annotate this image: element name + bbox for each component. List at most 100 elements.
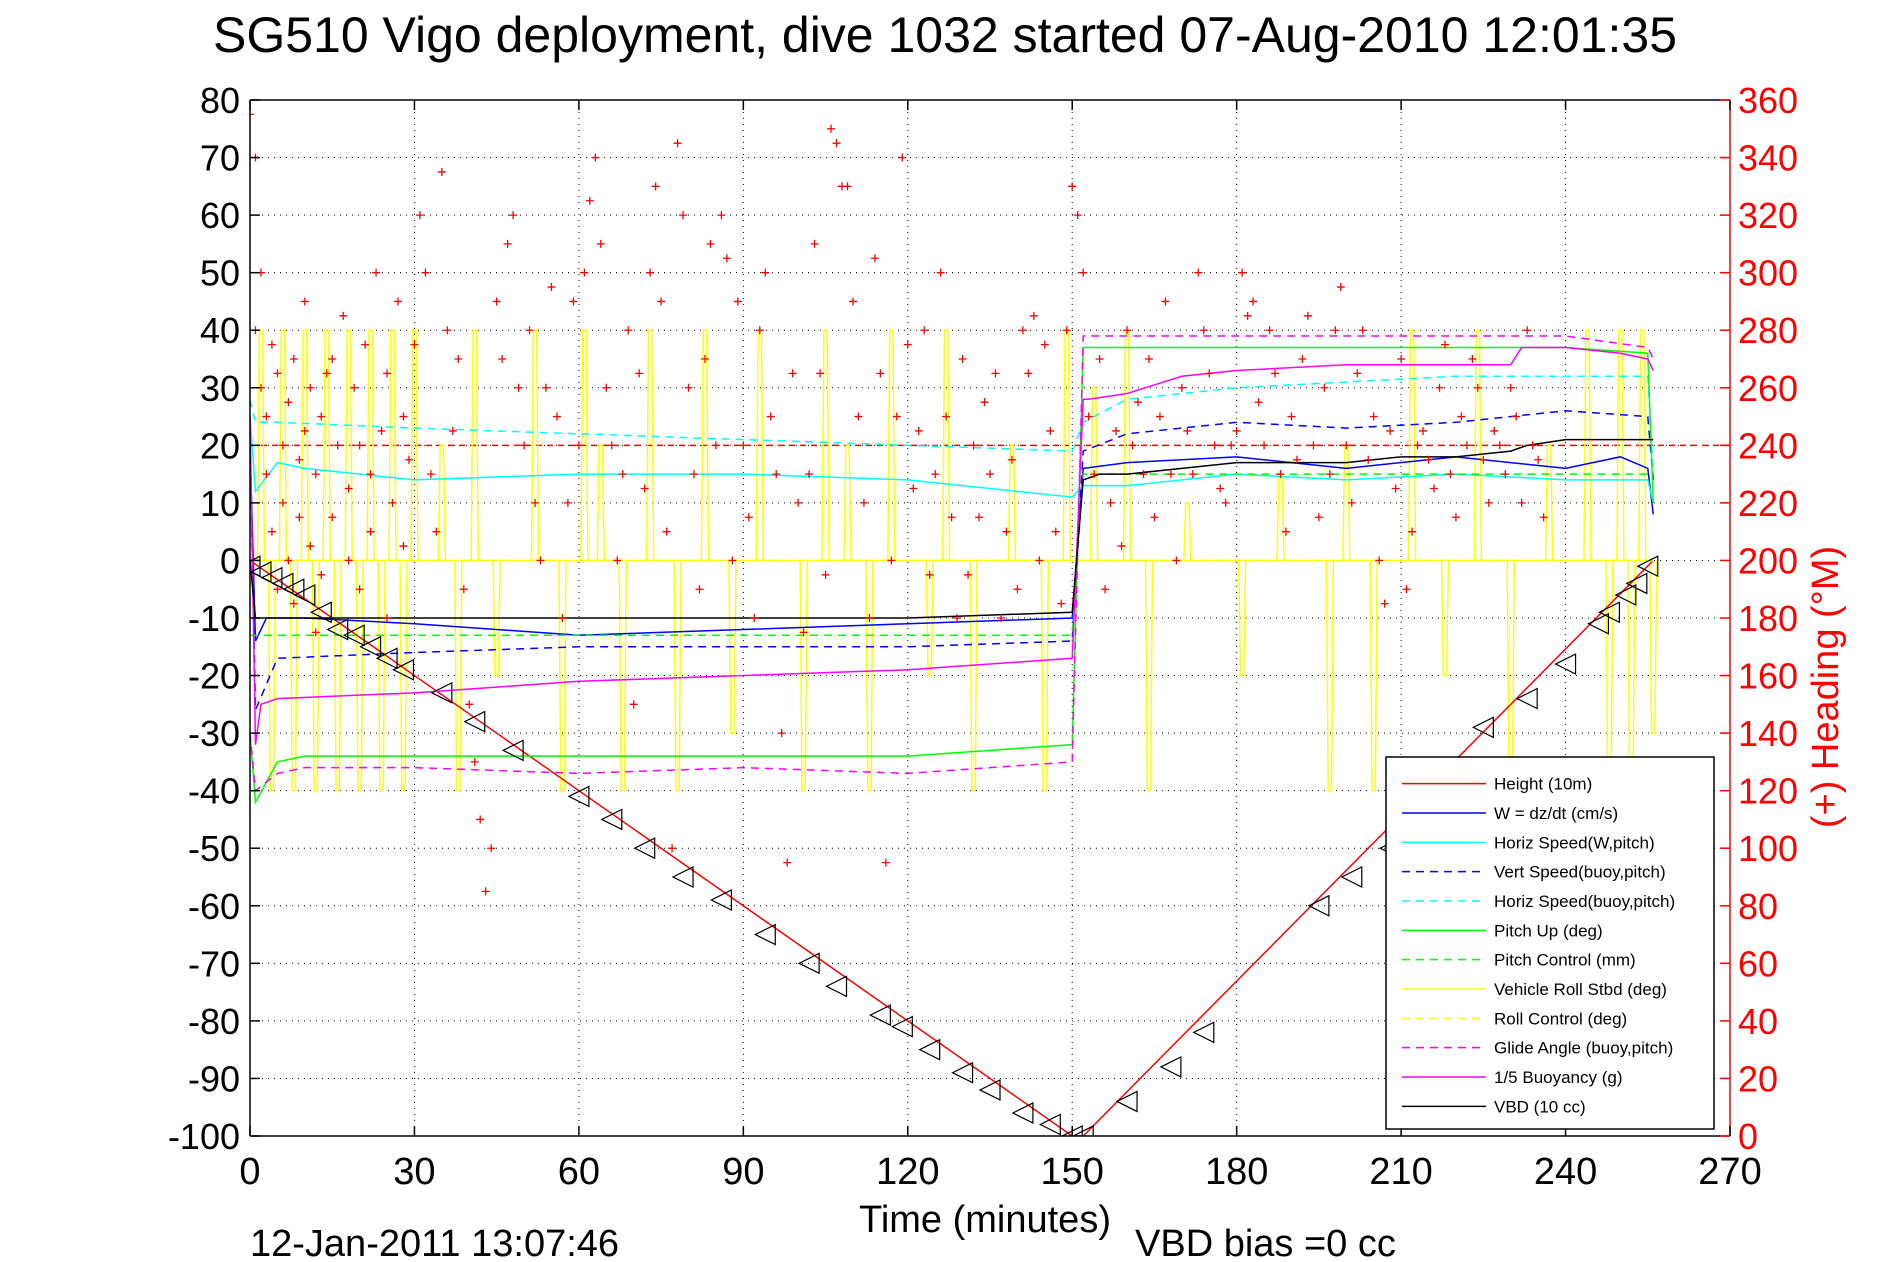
y-tick-label: -20 bbox=[188, 656, 240, 697]
x-tick-label: 210 bbox=[1369, 1151, 1432, 1193]
height-marker bbox=[600, 808, 623, 831]
height-marker bbox=[1192, 1021, 1215, 1044]
y-tick-label: 40 bbox=[200, 310, 240, 351]
y-tick-label: -100 bbox=[168, 1116, 240, 1157]
legend-label-10: 1/5 Buoyancy (g) bbox=[1494, 1068, 1623, 1087]
right-tick-label: 20 bbox=[1738, 1058, 1778, 1099]
series-line-2 bbox=[250, 416, 1654, 504]
y-tick-label: -70 bbox=[188, 943, 240, 984]
height-marker bbox=[1554, 653, 1577, 676]
height-marker bbox=[1515, 687, 1538, 710]
height-marker bbox=[633, 837, 656, 860]
right-tick-label: 120 bbox=[1738, 771, 1798, 812]
height-marker bbox=[1159, 1055, 1182, 1078]
right-tick-label: 360 bbox=[1738, 80, 1798, 121]
x-tick-label: 30 bbox=[393, 1151, 435, 1193]
height-marker bbox=[1598, 601, 1621, 624]
series-line-0 bbox=[250, 559, 1654, 1136]
legend-label-5: Pitch Up (deg) bbox=[1494, 921, 1603, 940]
height-marker bbox=[1587, 612, 1610, 635]
height-marker bbox=[1625, 572, 1648, 595]
height-marker bbox=[250, 560, 272, 583]
right-tick-label: 340 bbox=[1738, 138, 1798, 179]
y-tick-label: -80 bbox=[188, 1001, 240, 1042]
legend-label-1: W = dz/dt (cm/s) bbox=[1494, 804, 1618, 823]
height-marker bbox=[1614, 584, 1637, 606]
legend-label-6: Pitch Control (mm) bbox=[1494, 951, 1636, 970]
legend-label-7: Vehicle Roll Stbd (deg) bbox=[1494, 980, 1667, 999]
height-marker bbox=[359, 635, 382, 658]
vbd-bias-note: VBD bias =0 cc bbox=[1135, 1223, 1396, 1262]
height-marker bbox=[918, 1038, 941, 1061]
height-marker bbox=[1011, 1102, 1034, 1124]
legend-label-11: VBD (10 cc) bbox=[1494, 1097, 1586, 1116]
y-tick-label: -50 bbox=[188, 828, 240, 869]
right-axis-label: (+) Heading (°M) bbox=[1805, 546, 1847, 828]
height-marker bbox=[463, 710, 486, 733]
height-marker bbox=[260, 566, 283, 589]
height-marker bbox=[978, 1078, 1001, 1101]
footer-date: 12-Jan-2011 13:07:46 bbox=[250, 1223, 619, 1262]
legend-label-0: Height (10m) bbox=[1494, 775, 1592, 794]
y-tick-label: 0 bbox=[220, 540, 240, 581]
x-tick-label: 240 bbox=[1534, 1151, 1597, 1193]
y-tick-label: -60 bbox=[188, 886, 240, 927]
right-tick-label: 160 bbox=[1738, 656, 1798, 697]
y-tick-label: 60 bbox=[200, 195, 240, 236]
x-tick-label: 0 bbox=[239, 1151, 260, 1193]
plot-clip-group bbox=[250, 110, 1659, 1136]
y-tick-label: 70 bbox=[200, 138, 240, 179]
series-line-4 bbox=[250, 375, 1655, 475]
plot-area bbox=[250, 110, 1659, 1136]
height-marker bbox=[1471, 716, 1494, 739]
height-marker bbox=[671, 866, 694, 888]
y-tick-label: -40 bbox=[188, 771, 240, 812]
y-tick-label: -90 bbox=[188, 1058, 240, 1099]
height-marker bbox=[1340, 866, 1363, 888]
series-line-11 bbox=[250, 438, 1654, 619]
right-tick-label: 0 bbox=[1738, 1116, 1758, 1157]
height-marker bbox=[326, 618, 349, 641]
x-axis-label: Time (minutes) bbox=[859, 1199, 1111, 1241]
y-tick-label: 10 bbox=[200, 483, 240, 524]
x-tick-label: 270 bbox=[1698, 1151, 1761, 1193]
height-marker bbox=[309, 601, 332, 624]
x-tick-label: 150 bbox=[1041, 1151, 1104, 1193]
legend: Height (10m) W = dz/dt (cm/s) Horiz Speed(… bbox=[1385, 756, 1715, 1130]
x-tick-label: 180 bbox=[1205, 1151, 1268, 1193]
height-marker bbox=[825, 975, 848, 998]
legend-label-4: Horiz Speed(buoy,pitch) bbox=[1494, 892, 1675, 911]
x-tick-label: 120 bbox=[876, 1151, 939, 1193]
right-tick-label: 80 bbox=[1738, 886, 1778, 927]
legend-label-2: Horiz Speed(W,pitch) bbox=[1494, 833, 1655, 852]
y-tick-label: 80 bbox=[200, 80, 240, 121]
right-tick-label: 200 bbox=[1738, 540, 1798, 581]
right-tick-label: 140 bbox=[1738, 713, 1798, 754]
height-marker bbox=[710, 889, 733, 911]
right-tick-label: 40 bbox=[1738, 1001, 1778, 1042]
height-marker bbox=[951, 1061, 974, 1084]
y-tick-label: 30 bbox=[200, 368, 240, 409]
height-marker bbox=[392, 658, 415, 681]
height-marker bbox=[293, 584, 316, 606]
right-tick-label: 300 bbox=[1738, 253, 1798, 294]
height-marker bbox=[250, 555, 261, 578]
legend-box bbox=[1385, 756, 1715, 1130]
right-tick-label: 220 bbox=[1738, 483, 1798, 524]
y-tick-label: -30 bbox=[188, 713, 240, 754]
series-line-9 bbox=[250, 335, 1654, 793]
height-marker bbox=[869, 1004, 891, 1027]
right-tick-label: 320 bbox=[1738, 195, 1798, 236]
x-tick-label: 60 bbox=[558, 1151, 600, 1193]
y-tick-label: 20 bbox=[200, 425, 240, 466]
height-marker bbox=[271, 572, 294, 595]
y-tick-label: 50 bbox=[200, 253, 240, 294]
right-tick-label: 60 bbox=[1738, 943, 1778, 984]
right-tick-label: 100 bbox=[1738, 828, 1798, 869]
legend-label-3: Vert Speed(buoy,pitch) bbox=[1494, 863, 1666, 882]
right-tick-label: 260 bbox=[1738, 368, 1798, 409]
height-marker bbox=[1038, 1113, 1061, 1136]
height-marker bbox=[430, 681, 453, 704]
series-line-10 bbox=[250, 346, 1654, 745]
